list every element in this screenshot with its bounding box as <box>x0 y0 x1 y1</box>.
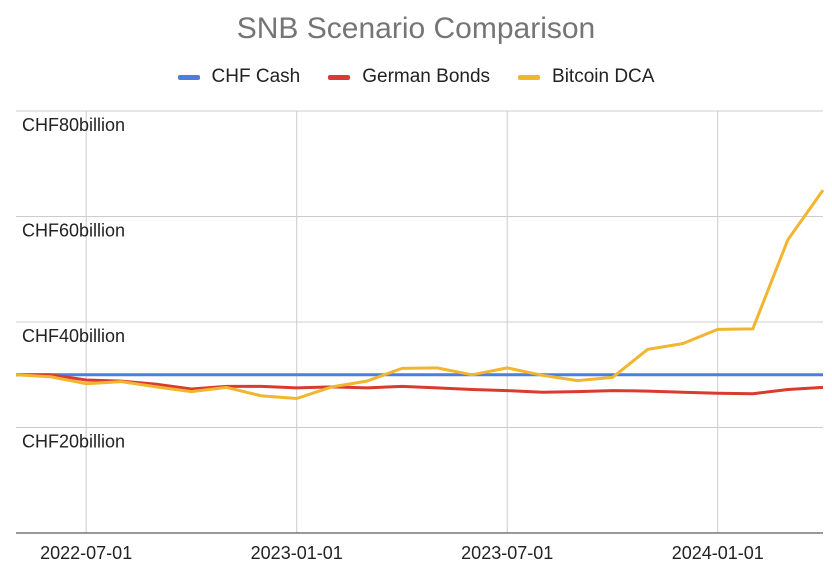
chart-title: SNB Scenario Comparison <box>236 12 596 45</box>
x-tick-label: 2023-01-01 <box>251 543 343 563</box>
x-tick-label: 2024-01-01 <box>672 543 764 563</box>
x-tick-label: 2022-07-01 <box>40 543 132 563</box>
legend-item-german-bonds[interactable]: German Bonds <box>328 66 490 88</box>
legend-label-chf-cash: CHF Cash <box>211 66 301 87</box>
x-axis: 2022-07-01 2023-01-01 2023-07-01 2024-01-01 <box>16 532 823 563</box>
legend-swatch-bitcoin-dca <box>518 74 541 80</box>
y-tick-label: CHF40billion <box>22 326 125 346</box>
legend-swatch-chf-cash <box>177 74 200 80</box>
series-line-german-bonds[interactable] <box>16 373 824 396</box>
legend-item-bitcoin-dca[interactable]: Bitcoin DCA <box>518 66 654 88</box>
y-axis-labels: CHF20billion CHF40billion CHF60billion CHF8… <box>22 115 125 452</box>
y-tick-label: CHF20billion <box>22 432 125 452</box>
y-tick-label: CHF60billion <box>22 221 125 241</box>
x-tick-label: 2023-07-01 <box>461 543 553 563</box>
legend-label-bitcoin-dca: Bitcoin DCA <box>552 66 655 87</box>
series-line-bitcoin-dca[interactable] <box>15 189 825 400</box>
y-tick-label: CHF80billion <box>22 115 125 135</box>
legend-item-chf-cash[interactable]: CHF Cash <box>177 66 301 88</box>
legend: CHF Cash German Bonds Bitcoin DCA <box>0 66 832 88</box>
grid <box>16 110 823 533</box>
series-lines <box>15 189 825 400</box>
legend-swatch-german-bonds <box>328 74 351 80</box>
legend-label-german-bonds: German Bonds <box>362 66 491 87</box>
